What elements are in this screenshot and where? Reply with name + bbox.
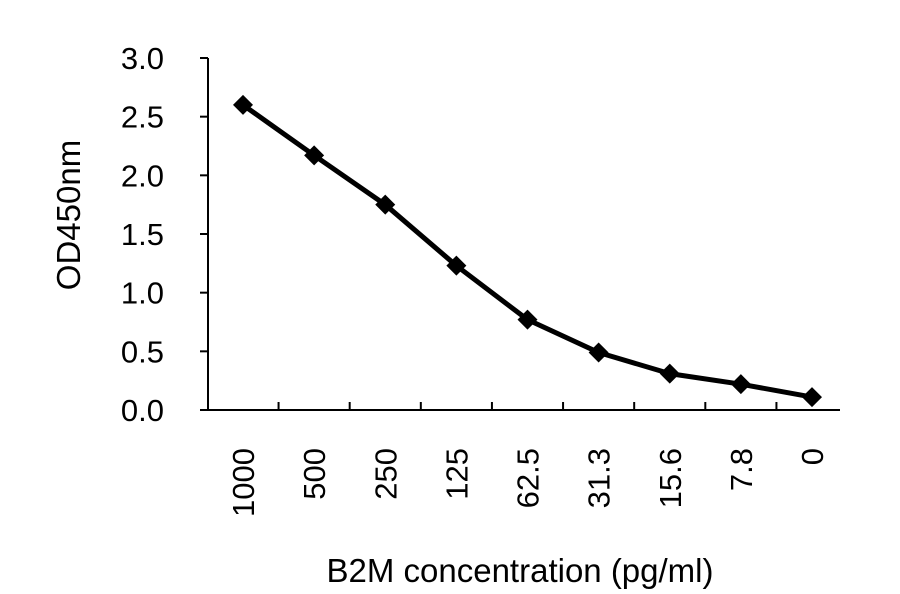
x-tick-label: 62.5	[511, 448, 546, 508]
x-axis-title: B2M concentration (pg/ml)	[327, 552, 714, 589]
y-axis: 0.0 0.5 1.0 1.5 2.0 2.5 3.0	[121, 41, 209, 428]
x-tick-label: 1000	[226, 448, 261, 517]
x-tick-label: 7.8	[724, 448, 759, 491]
data-point-marker	[304, 145, 325, 166]
x-axis: 1000 500 250 125 62.5 31.3 15.6 7.8 0	[208, 402, 840, 517]
data-point-marker	[375, 194, 396, 215]
series-layer	[233, 94, 822, 408]
y-axis-title: OD450nm	[50, 140, 87, 290]
x-tick-label: 0	[795, 448, 830, 465]
data-point-marker	[588, 342, 609, 363]
y-tick-label: 2.0	[121, 158, 164, 193]
data-point-marker	[802, 387, 822, 408]
y-tick-label: 2.5	[121, 100, 164, 135]
y-tick-label: 1.0	[121, 276, 164, 311]
y-tick-label: 0.5	[121, 334, 164, 369]
x-tick-label: 125	[439, 448, 474, 500]
y-tick-label: 3.0	[121, 41, 164, 76]
series-line	[241, 102, 813, 400]
data-point-marker	[233, 94, 253, 115]
data-point-marker	[659, 363, 680, 384]
data-point-marker	[446, 255, 467, 276]
y-tick-label: 0.0	[121, 393, 164, 428]
x-tick-label: 15.6	[653, 448, 688, 508]
data-point-marker	[517, 309, 538, 330]
y-tick-label: 1.5	[121, 217, 164, 252]
x-tick-label: 250	[368, 448, 403, 500]
x-tick-label: 31.3	[582, 448, 617, 508]
x-tick-label: 500	[297, 448, 332, 500]
data-point-marker	[730, 374, 751, 395]
